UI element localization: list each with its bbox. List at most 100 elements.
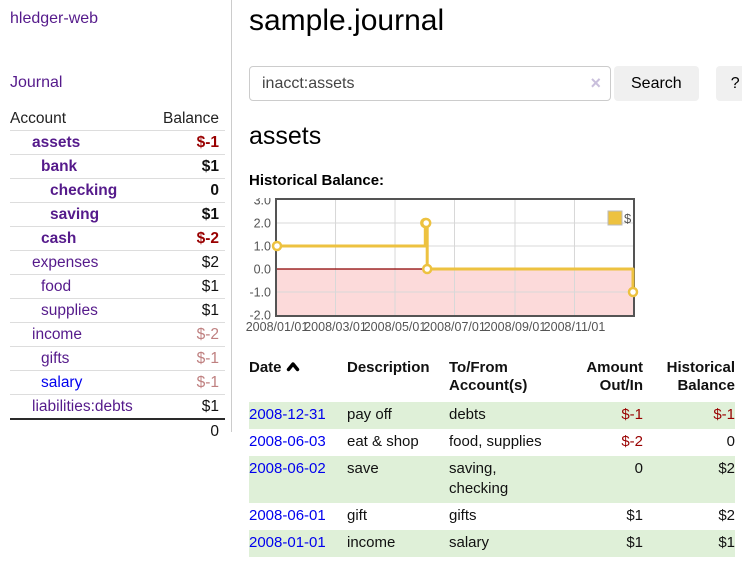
account-name-cell: income bbox=[10, 322, 153, 347]
account-balance: $-1 bbox=[152, 370, 225, 395]
x-axis-tick-label: 2008/07/01 bbox=[423, 320, 486, 334]
transaction-amount: $-2 bbox=[621, 433, 643, 450]
y-axis-tick-label: 1.0 bbox=[254, 240, 271, 254]
account-name-cell: food bbox=[10, 274, 153, 299]
tofrom-column-header: To/From Account(s) bbox=[449, 359, 528, 394]
help-button[interactable]: ? bbox=[715, 66, 742, 101]
accounts-total-value: 0 bbox=[152, 418, 225, 443]
account-link-expenses[interactable]: expenses bbox=[32, 254, 99, 271]
data-point-marker[interactable] bbox=[271, 240, 283, 252]
sidebar-item-journal[interactable]: Journal bbox=[10, 74, 63, 91]
transaction-date-cell: 2008-06-03 bbox=[249, 429, 347, 456]
account-link-bank[interactable]: bank bbox=[41, 158, 78, 175]
transaction-balance: $1 bbox=[718, 534, 735, 551]
date-column-header[interactable]: Date bbox=[249, 359, 347, 402]
transaction-amount: $1 bbox=[626, 507, 643, 524]
x-axis-tick-label: 2008/11/01 bbox=[544, 320, 606, 334]
account-balance: $2 bbox=[152, 250, 225, 275]
account-balance: $1 bbox=[152, 274, 225, 299]
register-table-header: Date Description To/From Account(s) Amoun… bbox=[249, 359, 735, 402]
transaction-date-link[interactable]: 2008-06-01 bbox=[249, 507, 326, 524]
account-link-assets[interactable]: assets bbox=[32, 134, 81, 151]
account-row: income $-2 bbox=[10, 322, 225, 347]
x-axis-tick-label: 2008/09/01 bbox=[484, 320, 547, 334]
transaction-accounts: salary bbox=[449, 534, 490, 551]
transaction-date-cell: 2008-01-01 bbox=[249, 530, 347, 557]
account-row: expenses $2 bbox=[10, 250, 225, 275]
account-link-cash[interactable]: cash bbox=[41, 230, 77, 247]
account-name-cell: expenses bbox=[10, 250, 153, 275]
description-column-header: Description bbox=[347, 359, 430, 376]
transaction-date-link[interactable]: 2008-01-01 bbox=[249, 534, 326, 551]
account-balance: 0 bbox=[152, 178, 225, 203]
amount-column-header: Amount Out/In bbox=[586, 359, 643, 394]
app-title-link[interactable]: hledger-web bbox=[10, 10, 99, 27]
account-name-cell: saving bbox=[10, 202, 153, 227]
sidebar: hledger-web Journal Account Balance asse… bbox=[0, 0, 232, 443]
account-name-cell: bank bbox=[10, 154, 153, 179]
transaction-amount: $-1 bbox=[621, 406, 643, 423]
account-row: liabilities:debts $1 bbox=[10, 394, 225, 419]
account-link-checking[interactable]: checking bbox=[50, 182, 118, 199]
account-row: food $1 bbox=[10, 274, 225, 299]
account-name-cell: salary bbox=[10, 370, 153, 395]
account-balance: $-1 bbox=[196, 134, 219, 151]
historical-balance-chart[interactable]: $3.0 2.0 1.0 0.0 -1.0 -2.02008/01/012008/03/0… bbox=[245, 198, 645, 339]
transaction-description: gift bbox=[347, 507, 368, 524]
x-axis-tick-label: 2008/05/01 bbox=[364, 320, 427, 334]
search-input[interactable] bbox=[249, 66, 611, 101]
x-axis-tick-label: 2008/01/01 bbox=[246, 320, 309, 334]
x-axis-tick-label: 2008/03/01 bbox=[304, 320, 367, 334]
data-point-marker[interactable] bbox=[421, 263, 433, 275]
account-balance: $1 bbox=[152, 154, 225, 179]
transaction-date-link[interactable]: 2008-12-31 bbox=[249, 406, 326, 423]
account-balance: $1 bbox=[152, 202, 225, 227]
y-axis-tick-label: 3.0 bbox=[254, 198, 271, 208]
plot-border bbox=[275, 198, 635, 317]
transaction-date-cell: 2008-06-02 bbox=[249, 456, 347, 503]
account-row: salary $-1 bbox=[10, 370, 225, 395]
transaction-balance: 0 bbox=[726, 433, 735, 450]
transaction-amount: 0 bbox=[634, 460, 643, 477]
account-link-liabilities-debts[interactable]: liabilities:debts bbox=[32, 398, 133, 415]
y-axis-tick-label: 0.0 bbox=[254, 263, 271, 277]
account-link-income[interactable]: income bbox=[32, 326, 82, 343]
transaction-row: 2008-12-31 pay off debts $-1 $-1 bbox=[249, 402, 735, 429]
transaction-date-link[interactable]: 2008-06-03 bbox=[249, 433, 326, 450]
accounts-table: Account Balance assets $-1 bank $1 checking 0… bbox=[10, 107, 225, 443]
account-row: cash $-2 bbox=[10, 226, 225, 251]
legend-label: $ bbox=[624, 211, 632, 226]
account-link-supplies[interactable]: supplies bbox=[41, 302, 98, 319]
transaction-row: 2008-06-02 save saving, checking 0 $2 bbox=[249, 456, 735, 503]
account-name-cell: liabilities:debts bbox=[10, 394, 153, 419]
data-point-marker[interactable] bbox=[627, 286, 639, 298]
account-balance: $1 bbox=[152, 298, 225, 323]
account-row: supplies $1 bbox=[10, 298, 225, 323]
chart-title: Historical Balance: bbox=[249, 172, 385, 189]
account-balance: $-2 bbox=[152, 322, 225, 347]
transaction-balance: $2 bbox=[718, 507, 735, 524]
transaction-description: eat & shop bbox=[347, 433, 419, 450]
y-axis-tick-label: 2.0 bbox=[254, 217, 271, 231]
data-point-marker[interactable] bbox=[420, 217, 432, 229]
account-link-saving[interactable]: saving bbox=[50, 206, 100, 223]
accounts-table-header: Account Balance bbox=[10, 107, 225, 131]
main-content: sample.journal × Search ? assets Histori… bbox=[232, 0, 742, 557]
transaction-accounts: debts bbox=[449, 406, 486, 423]
account-name-cell: supplies bbox=[10, 298, 153, 323]
balance-column-header: Balance bbox=[152, 107, 225, 131]
balance-column-header-register: Historical Balance bbox=[666, 359, 735, 394]
account-name-cell: assets bbox=[10, 131, 153, 155]
transaction-date-link[interactable]: 2008-06-02 bbox=[249, 460, 326, 477]
legend-swatch bbox=[607, 210, 623, 226]
register-table: Date Description To/From Account(s) Amoun… bbox=[249, 359, 735, 557]
account-column-header: Account bbox=[10, 107, 153, 131]
transaction-date-cell: 2008-06-01 bbox=[249, 503, 347, 530]
account-link-gifts[interactable]: gifts bbox=[41, 350, 70, 367]
accounts-total-row: 0 bbox=[10, 418, 225, 443]
clear-search-icon[interactable]: × bbox=[590, 73, 601, 93]
transaction-balance: $-1 bbox=[713, 406, 735, 423]
search-button[interactable]: Search bbox=[614, 66, 699, 101]
account-link-food[interactable]: food bbox=[41, 278, 72, 295]
account-link-salary[interactable]: salary bbox=[41, 374, 83, 391]
